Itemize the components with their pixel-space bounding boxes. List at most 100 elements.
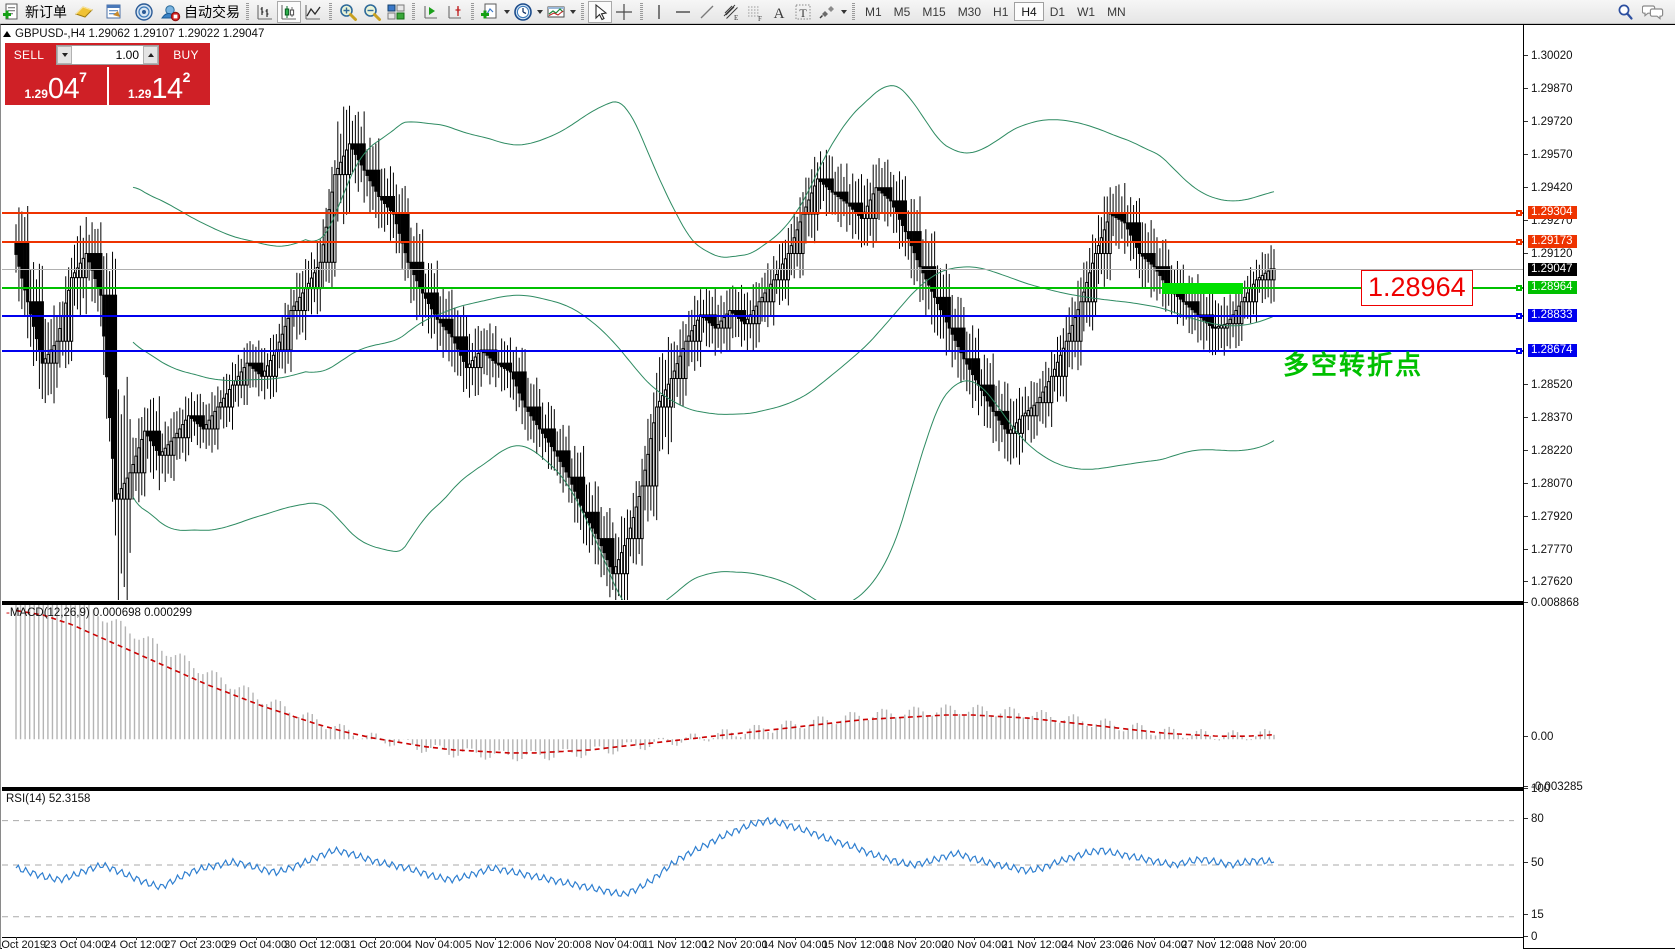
signals-button[interactable] [129,1,159,23]
vertical-line-button[interactable] [647,1,671,23]
fibonacci-icon: F [745,2,765,22]
templates-button[interactable] [544,1,568,23]
price-axis[interactable]: 1.30020 1.29870 1.29720 1.29570 1.29420 1.292… [1523,25,1675,948]
main-toolbar: 新订单 [0,0,1675,24]
price-axis-tick: 1.29420 [1524,182,1573,194]
fibonacci-button[interactable]: F [743,1,767,23]
time-axis-tick: 28 Nov 20:00 [1241,939,1307,949]
search-button[interactable] [1613,1,1637,23]
time-axis-tick: 21 Oct 2019 [0,939,46,949]
price-axis-tick: 1.29870 [1524,83,1573,95]
sell-price-prefix: 1.29 [24,87,48,101]
time-axis-mark [255,937,257,940]
volume-stepper[interactable]: 1.00 [56,45,159,65]
period-button[interactable] [511,1,535,23]
volume-increase-button[interactable] [143,46,158,64]
tab-timeframe-m1[interactable]: M1 [865,4,882,19]
templates-dropdown-arrow[interactable] [568,2,577,22]
time-axis-mark [195,937,197,940]
candlestick-chart-icon [279,2,299,22]
price-chart-svg [14,85,1276,600]
drawing-tools-button[interactable] [815,1,839,23]
cursor-button[interactable] [588,0,612,23]
macd-plot-area[interactable]: -MACD(12,26,9) 0.000698 0.000299 [2,603,1523,787]
tile-windows-button[interactable] [384,1,408,23]
macd-signal-line [15,609,1275,754]
symbol-info-text: GBPUSD-,H4 1.29062 1.29107 1.29022 1.290… [15,28,265,40]
tab-timeframe-m5[interactable]: M5 [893,4,911,19]
sell-price-big: 04 [47,73,80,105]
tab-timeframe-m30[interactable]: M30 [957,4,982,19]
price-level-badge[interactable]: 1.29047 [1528,262,1577,276]
indicators-button[interactable] [478,1,502,23]
time-axis-mark [435,937,437,940]
time-axis-tick: 18 Nov 20:00 [881,939,948,949]
bar-chart-button[interactable] [253,1,277,23]
price-level-badge[interactable]: 1.29304 [1528,206,1577,220]
one-click-top-row: SELL 1.00 BUY [5,43,210,67]
time-axis-tick: 12 Nov 20:00 [702,939,768,949]
volume-value[interactable]: 1.00 [115,48,139,62]
crosshair-button[interactable] [612,1,636,23]
horizontal-line-button[interactable] [671,1,695,23]
tab-timeframe-m15[interactable]: M15 [922,4,946,19]
trendline-button[interactable] [695,1,719,23]
toolbar-divider-2 [329,2,332,21]
tab-timeframe-mn[interactable]: MN [1107,4,1126,19]
symbol-info-bar: GBPUSD-,H4 1.29062 1.29107 1.29022 1.290… [3,27,264,41]
data-window-button[interactable] [99,1,129,23]
zoom-out-button[interactable] [360,1,384,23]
signals-icon [134,2,154,22]
chat-button[interactable] [1637,1,1667,23]
candlestick-chart-button[interactable] [277,0,301,23]
collapse-triangle-icon[interactable] [3,31,11,37]
new-order-button[interactable]: 新订单 [0,1,69,23]
one-click-bottom-row: 1.29 04 7 1.29 14 2 [5,67,210,105]
price-plot-area[interactable] [2,43,1523,600]
sell-button[interactable]: 1.29 04 7 [5,67,107,105]
one-click-trading-panel[interactable]: SELL 1.00 BUY 1.29 04 7 1.29 [5,43,210,105]
chart-shift-button[interactable] [419,1,443,23]
rsi-plot-area[interactable]: RSI(14) 52.3158 [2,789,1523,937]
buy-button[interactable]: 1.29 14 2 [108,67,210,105]
price-axis-tick: 1.29720 [1524,116,1573,128]
time-axis-tick: 24 Oct 12:00 [104,939,168,949]
volume-decrease-button[interactable] [57,46,72,64]
price-level-badge[interactable]: 1.28674 [1528,344,1577,358]
auto-scroll-button[interactable] [443,1,467,23]
bar-chart-icon [255,2,275,22]
toolbar-right-group [1613,1,1675,23]
price-level-badge[interactable]: 1.29173 [1528,234,1577,248]
line-chart-button[interactable] [301,1,325,23]
tab-timeframe-d1[interactable]: D1 [1049,4,1066,19]
rsi-separator [2,787,1674,789]
text-button[interactable]: A [767,1,791,23]
indicators-dropdown-arrow[interactable] [502,2,511,22]
toolbar-divider-4 [471,2,474,21]
svg-text:F: F [758,15,762,22]
buy-price-prefix: 1.29 [128,87,152,101]
chart-window[interactable]: GBPUSD-,H4 1.29062 1.29107 1.29022 1.290… [0,24,1675,949]
tab-timeframe-h4[interactable]: H4 [1014,2,1044,21]
time-axis-mark [914,937,916,940]
tab-timeframe-h1[interactable]: H1 [993,4,1009,19]
equidistant-channel-button[interactable]: E [719,1,743,23]
zoom-in-button[interactable] [336,1,360,23]
price-level-badge[interactable]: 1.28964 [1528,280,1577,294]
sell-label: SELL [5,43,53,67]
text-label-button[interactable]: T [791,1,815,23]
drawing-tools-icon [817,2,837,22]
autotrade-button[interactable]: 自动交易 [159,1,242,23]
expert-advisors-button[interactable] [69,1,99,23]
drawing-tools-dropdown-arrow[interactable] [839,2,848,22]
tab-timeframe-w1[interactable]: W1 [1077,4,1096,19]
time-axis-tick: 21 Nov 12:00 [1001,939,1068,949]
vertical-line-icon [649,2,669,22]
time-axis-tick: 31 Oct 20:00 [343,939,407,949]
period-dropdown-arrow[interactable] [535,2,544,22]
time-axis-tick: 29 Oct 04:00 [224,939,288,949]
tile-windows-icon [386,2,406,22]
price-level-badge[interactable]: 1.28833 [1528,309,1577,323]
